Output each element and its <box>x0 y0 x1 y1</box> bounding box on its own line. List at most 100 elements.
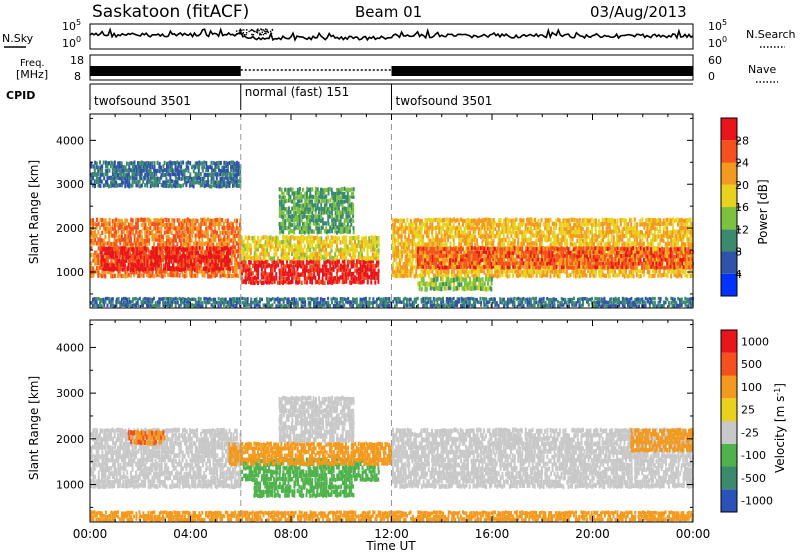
power-panel-cell <box>316 203 319 208</box>
power-panel-cell <box>530 230 533 235</box>
power-panel-cell <box>266 263 269 269</box>
power-panel-cell <box>593 242 595 247</box>
nsearch-point <box>269 30 272 33</box>
power-panel-cell <box>261 280 263 286</box>
power-panel-cell <box>456 261 459 267</box>
power-panel-cell <box>248 276 251 281</box>
power-panel-cell <box>416 274 419 279</box>
power-panel-cell <box>614 269 617 274</box>
power-panel-cell <box>474 268 477 273</box>
power-panel-cell <box>322 221 325 226</box>
power-panel-cell <box>368 244 371 249</box>
power-panel-cell <box>255 276 258 281</box>
power-panel-cell <box>311 187 314 192</box>
power-panel-cell <box>647 222 649 228</box>
power-panel-cell <box>517 222 520 227</box>
power-panel-cell <box>187 258 190 263</box>
power-panel-cell <box>463 261 466 266</box>
power-panel-cell <box>504 217 507 222</box>
power-panel-cell <box>449 230 452 235</box>
power-panel-cell <box>529 269 532 275</box>
power-panel-cell <box>463 270 466 275</box>
power-panel-cell <box>565 238 568 243</box>
power-panel-cell <box>320 236 323 241</box>
power-panel-cell <box>122 246 125 251</box>
power-panel-cell <box>469 218 472 223</box>
power-panel-cell <box>269 256 272 261</box>
power-panel-cell <box>280 260 283 265</box>
power-panel-cell <box>687 237 690 242</box>
power-panel-cell <box>483 264 486 269</box>
power-panel-cell <box>106 229 109 234</box>
power-panel-cell <box>134 237 137 242</box>
power-panel-cell <box>215 246 218 251</box>
power-panel-cell <box>375 252 378 257</box>
power-panel-cell <box>149 230 152 236</box>
power-panel-cell <box>659 234 661 239</box>
power-panel-cell <box>267 252 270 257</box>
power-panel-cell <box>438 272 441 278</box>
power-panel-cell <box>427 242 430 247</box>
power-panel-cell <box>428 226 430 231</box>
power-panel-cell <box>137 217 139 223</box>
power-panel-cell <box>614 241 617 246</box>
power-panel-cell <box>424 242 427 247</box>
power-panel-cell <box>195 267 198 272</box>
power-panel-cell <box>188 218 191 223</box>
power-panel-cell <box>461 257 464 262</box>
power-panel-cell <box>231 222 234 227</box>
power-panel-cell <box>633 225 636 230</box>
power-panel-cell <box>234 245 237 250</box>
power-panel-cell <box>291 279 294 284</box>
power-panel-cell <box>307 260 310 265</box>
power-panel-cell <box>341 248 344 253</box>
power-panel-cell <box>90 218 93 223</box>
power-panel-cell <box>118 254 121 259</box>
power-panel-cell <box>338 236 341 241</box>
power-panel-cell <box>416 254 419 259</box>
power-panel-cell <box>188 254 191 259</box>
power-panel-cell <box>93 241 96 246</box>
power-panel-cell <box>602 238 604 243</box>
power-panel-cell <box>486 268 489 274</box>
power-panel-cell <box>111 263 114 268</box>
power-panel-cell <box>490 225 493 230</box>
power-panel-cell <box>280 271 283 276</box>
power-panel-cell <box>206 250 209 256</box>
power-panel-cell <box>352 247 355 252</box>
power-panel-cell <box>197 263 200 268</box>
power-panel-cell <box>440 242 443 247</box>
power-panel-cell <box>557 249 559 255</box>
power-panel-cell <box>524 234 527 239</box>
power-panel-cell <box>488 264 491 269</box>
power-panel-cell <box>499 265 502 270</box>
power-panel-cell <box>107 250 110 256</box>
power-panel-cell <box>440 261 443 266</box>
power-panel-cell <box>113 233 116 239</box>
power-panel-cell <box>633 237 636 242</box>
power-panel-cell <box>174 254 176 259</box>
power-panel-cell <box>332 195 335 200</box>
power-panel-cell <box>275 248 278 253</box>
power-panel-cell <box>553 226 556 231</box>
power-panel-cell <box>397 230 400 235</box>
power-panel-cell <box>212 234 215 239</box>
power-panel-cell <box>318 194 321 199</box>
power-panel-cell <box>664 233 667 238</box>
power-panel-cell <box>528 221 531 226</box>
power-panel-cell <box>208 267 211 272</box>
power-panel-cell <box>436 250 439 255</box>
power-panel-cell <box>453 241 456 247</box>
power-panel-cell <box>662 260 665 266</box>
power-panel-cell <box>294 247 297 252</box>
power-panel-cell <box>135 225 138 230</box>
power-panel-cell <box>467 261 470 266</box>
power-panel-cell <box>198 237 201 243</box>
power-panel-cell <box>188 269 191 275</box>
power-panel-cell <box>160 226 163 231</box>
power-panel-cell <box>127 262 130 267</box>
power-panel-cell <box>164 262 167 267</box>
power-panel-cell <box>560 225 563 231</box>
power-panel-cell <box>334 235 337 240</box>
power-panel-cell <box>655 234 658 239</box>
